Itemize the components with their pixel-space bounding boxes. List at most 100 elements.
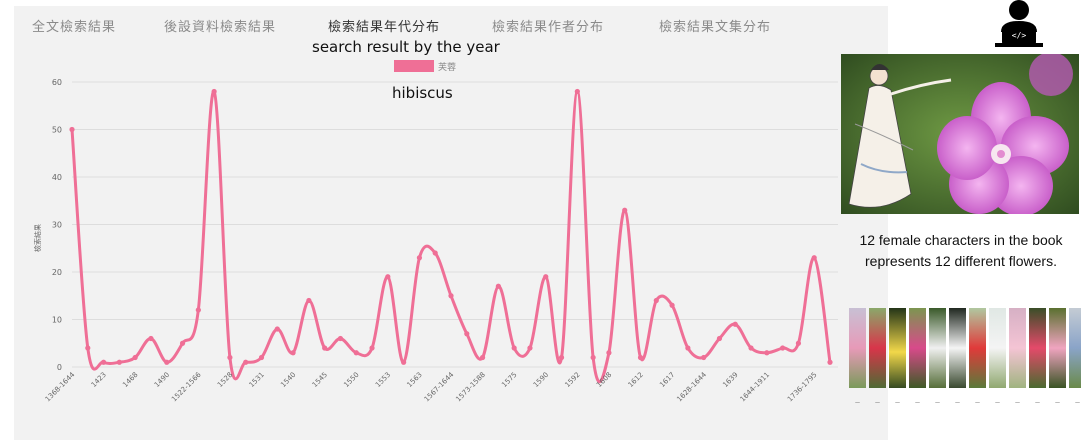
data-point[interactable] <box>385 274 391 280</box>
data-point[interactable] <box>495 283 501 289</box>
data-point[interactable] <box>511 345 517 351</box>
tab-author-distribution[interactable]: 檢索結果作者分布 <box>492 20 605 35</box>
data-point[interactable] <box>780 345 786 351</box>
coder-icon: </> <box>995 0 1043 47</box>
data-point[interactable] <box>543 274 549 280</box>
data-point[interactable] <box>716 335 723 342</box>
flower-strip-label: — <box>875 400 880 406</box>
data-point[interactable] <box>795 340 802 346</box>
grid-lines <box>72 81 838 368</box>
tab-collection-distribution[interactable]: 檢索結果文集分布 <box>659 20 772 35</box>
data-point[interactable] <box>448 293 454 299</box>
data-point[interactable] <box>290 350 296 356</box>
y-tick-label: 30 <box>52 221 62 230</box>
x-tick-label: 1608 <box>595 371 613 389</box>
legend-swatch[interactable] <box>394 60 434 72</box>
data-point[interactable] <box>211 88 217 95</box>
flower-strip-label: — <box>1075 400 1080 406</box>
x-tick-label: 1736-1795 <box>786 371 819 404</box>
data-point[interactable] <box>100 359 107 365</box>
line-chart: 0 10 20 30 40 50 60 檢索結果 1368-1644 1423 1468 1490… <box>33 78 838 403</box>
x-tick-label: 1423 <box>90 371 108 389</box>
tab-fulltext-results[interactable]: 全文檢索結果 <box>32 20 117 35</box>
data-point[interactable] <box>164 359 170 365</box>
data-point[interactable] <box>479 354 486 361</box>
data-point[interactable] <box>606 350 612 356</box>
data-point[interactable] <box>701 354 707 361</box>
x-tick-label: 1550 <box>342 371 360 389</box>
data-point[interactable] <box>116 359 122 365</box>
x-tick-label: 1468 <box>121 371 139 389</box>
flower-strip-image <box>909 308 926 388</box>
y-tick-label: 0 <box>57 363 62 372</box>
data-point[interactable] <box>401 359 407 365</box>
data-point[interactable] <box>195 307 201 313</box>
data-point[interactable] <box>148 335 154 342</box>
data-point[interactable] <box>653 297 659 304</box>
data-point[interactable] <box>432 250 438 256</box>
tab-metadata-results[interactable]: 後設資料檢索結果 <box>164 20 277 35</box>
x-tick-label: 1522-1566 <box>170 370 203 403</box>
flower-strip-label: — <box>975 400 980 406</box>
data-point[interactable] <box>306 297 312 304</box>
y-tick-label: 10 <box>52 316 62 325</box>
flower-strip-image <box>869 308 886 388</box>
series-annotation: hibiscus <box>392 84 453 102</box>
data-point[interactable] <box>227 354 233 361</box>
data-point[interactable] <box>558 354 565 361</box>
data-point[interactable] <box>764 350 770 356</box>
data-point[interactable] <box>416 255 423 261</box>
data-point[interactable] <box>527 345 533 351</box>
y-tick-label: 50 <box>52 126 62 135</box>
chart-panel: 全文檢索結果 後設資料檢索結果 檢索結果年代分布 檢索結果作者分布 檢索結果文集… <box>14 6 888 440</box>
flower-strip-label: — <box>1015 400 1020 406</box>
data-point[interactable] <box>622 207 628 213</box>
data-point[interactable] <box>132 354 138 361</box>
flower-strip-image <box>989 308 1006 388</box>
x-tick-label: 1573-1588 <box>454 371 487 404</box>
data-point[interactable] <box>637 354 644 361</box>
data-point[interactable] <box>685 345 691 351</box>
legend-label: 芙蓉 <box>438 63 457 73</box>
x-tick-label: 1531 <box>248 371 266 389</box>
flower-strip-label: — <box>895 400 900 406</box>
y-axis-label: 檢索結果 <box>33 224 42 252</box>
data-point[interactable] <box>274 326 280 332</box>
flower-strip-image <box>1069 308 1081 388</box>
data-point[interactable] <box>322 345 328 351</box>
data-point[interactable] <box>574 88 580 95</box>
flower-strip-label: — <box>1055 400 1060 406</box>
data-point[interactable] <box>258 354 265 361</box>
data-point[interactable] <box>464 331 470 337</box>
data-point[interactable] <box>827 359 833 365</box>
flower-strip-label: — <box>1035 400 1040 406</box>
x-tick-label: 1592 <box>563 371 581 389</box>
y-axis-ticks: 0 10 20 30 40 50 60 <box>52 78 62 372</box>
data-point[interactable] <box>85 345 91 351</box>
tab-year-distribution[interactable]: 檢索結果年代分布 <box>328 20 441 35</box>
flower-strip-image <box>969 308 986 388</box>
x-tick-label: 1639 <box>721 371 739 389</box>
data-point[interactable] <box>590 354 596 361</box>
data-point[interactable] <box>69 126 75 133</box>
y-tick-label: 40 <box>52 173 62 182</box>
data-point[interactable] <box>337 335 344 342</box>
flower-strip-label: — <box>915 400 920 406</box>
flower-strip-label: — <box>855 400 860 406</box>
data-point[interactable] <box>732 321 738 327</box>
data-point[interactable] <box>179 340 186 346</box>
data-point[interactable] <box>748 345 754 351</box>
series-line-hibiscus <box>70 89 832 384</box>
flower-strip-row: — — — — — — — — — — — — <box>849 308 1081 434</box>
x-tick-label: 1644-1911 <box>739 371 772 404</box>
x-tick-label: 1368-1644 <box>44 370 77 403</box>
x-tick-label: 1545 <box>311 371 329 389</box>
data-point[interactable] <box>369 345 375 351</box>
x-tick-label: 1590 <box>532 371 550 389</box>
data-point[interactable] <box>353 350 359 356</box>
data-point[interactable] <box>811 255 817 261</box>
data-point[interactable] <box>243 359 249 365</box>
data-points <box>69 88 833 365</box>
data-point[interactable] <box>669 302 675 308</box>
